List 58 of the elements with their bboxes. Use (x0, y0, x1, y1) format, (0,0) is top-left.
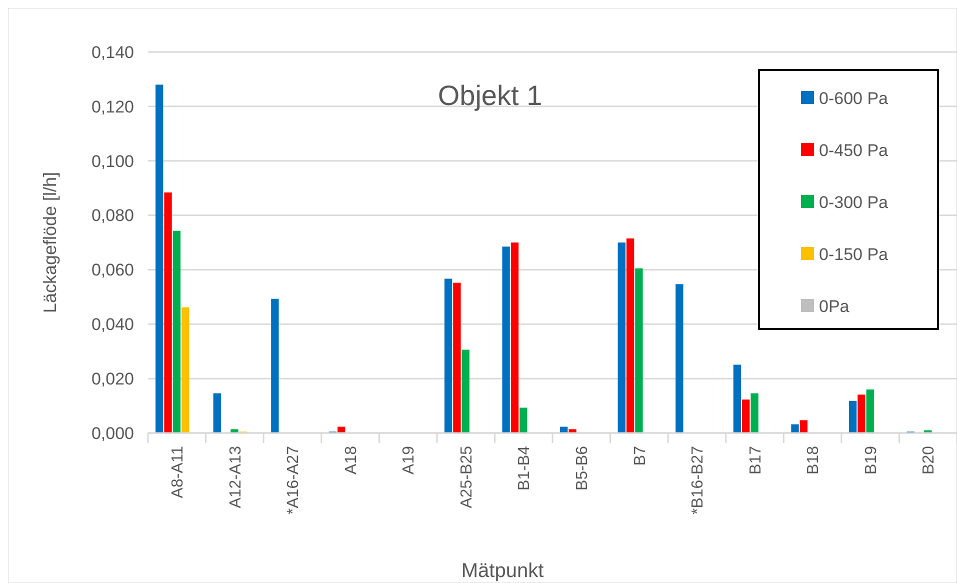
x-tick-label: A8-A11 (169, 446, 186, 498)
legend-label: 0-450 Pa (819, 140, 889, 160)
bar (560, 426, 568, 433)
y-tick-label: 0,120 (91, 97, 134, 116)
bar (742, 400, 750, 433)
bar (635, 268, 643, 433)
x-tick-label: A19 (400, 446, 418, 474)
bar (156, 84, 164, 433)
y-tick-label: 0,100 (91, 152, 134, 171)
x-tick-label: B20 (920, 446, 938, 474)
bar (230, 429, 238, 433)
legend-label: 0-600 Pa (819, 88, 889, 108)
bar (271, 298, 279, 433)
x-tick-label: A25-B25 (458, 446, 476, 508)
bar (172, 230, 181, 433)
y-tick-label: 0,060 (91, 260, 134, 280)
y-tick-label: 0,140 (91, 42, 134, 62)
bar (800, 420, 808, 433)
legend-label: 0Pa (819, 296, 850, 316)
x-tick-label: A12-A13 (227, 446, 244, 508)
bar (866, 389, 874, 433)
text: Objekt 1 (438, 80, 542, 111)
y-tick-label: 0,080 (91, 206, 134, 226)
bar (338, 426, 346, 433)
x-tick-label: B1-B4 (516, 446, 534, 490)
legend-label: 0-150 Pa (819, 244, 889, 264)
bar (750, 393, 758, 433)
bar (858, 394, 866, 433)
x-tick-label: B17 (747, 446, 764, 474)
x-tick-label: A18 (342, 446, 360, 474)
legend-label: 0-300 Pa (819, 192, 889, 212)
x-axis-title: Mätpunkt (461, 560, 544, 582)
bar (502, 246, 510, 433)
bar (848, 400, 857, 433)
bar (626, 238, 634, 433)
bar (618, 242, 626, 433)
x-tick-label: B18 (805, 446, 822, 474)
y-tick-label: 0,020 (91, 370, 134, 389)
bar (510, 242, 519, 433)
y-axis-title: Läckageflöde [l/h] (40, 172, 60, 314)
bar (733, 364, 742, 433)
bar (791, 424, 799, 433)
x-tick-label: B19 (862, 446, 880, 474)
x-tick-label: B5-B6 (574, 446, 591, 490)
x-tick-label: *B16-B27 (690, 446, 707, 514)
x-tick-label: B7 (632, 446, 649, 466)
bar (182, 307, 190, 433)
y-tick-label: 0,000 (91, 424, 134, 443)
bar (453, 282, 461, 433)
bar (520, 408, 528, 433)
bar (676, 284, 684, 433)
bar (213, 393, 221, 433)
bar (164, 192, 172, 433)
y-tick-label: 0,040 (91, 315, 134, 334)
bar (568, 429, 576, 433)
x-tick-label: *A16-A27 (285, 446, 302, 514)
bar (444, 278, 452, 433)
bar (462, 350, 470, 433)
